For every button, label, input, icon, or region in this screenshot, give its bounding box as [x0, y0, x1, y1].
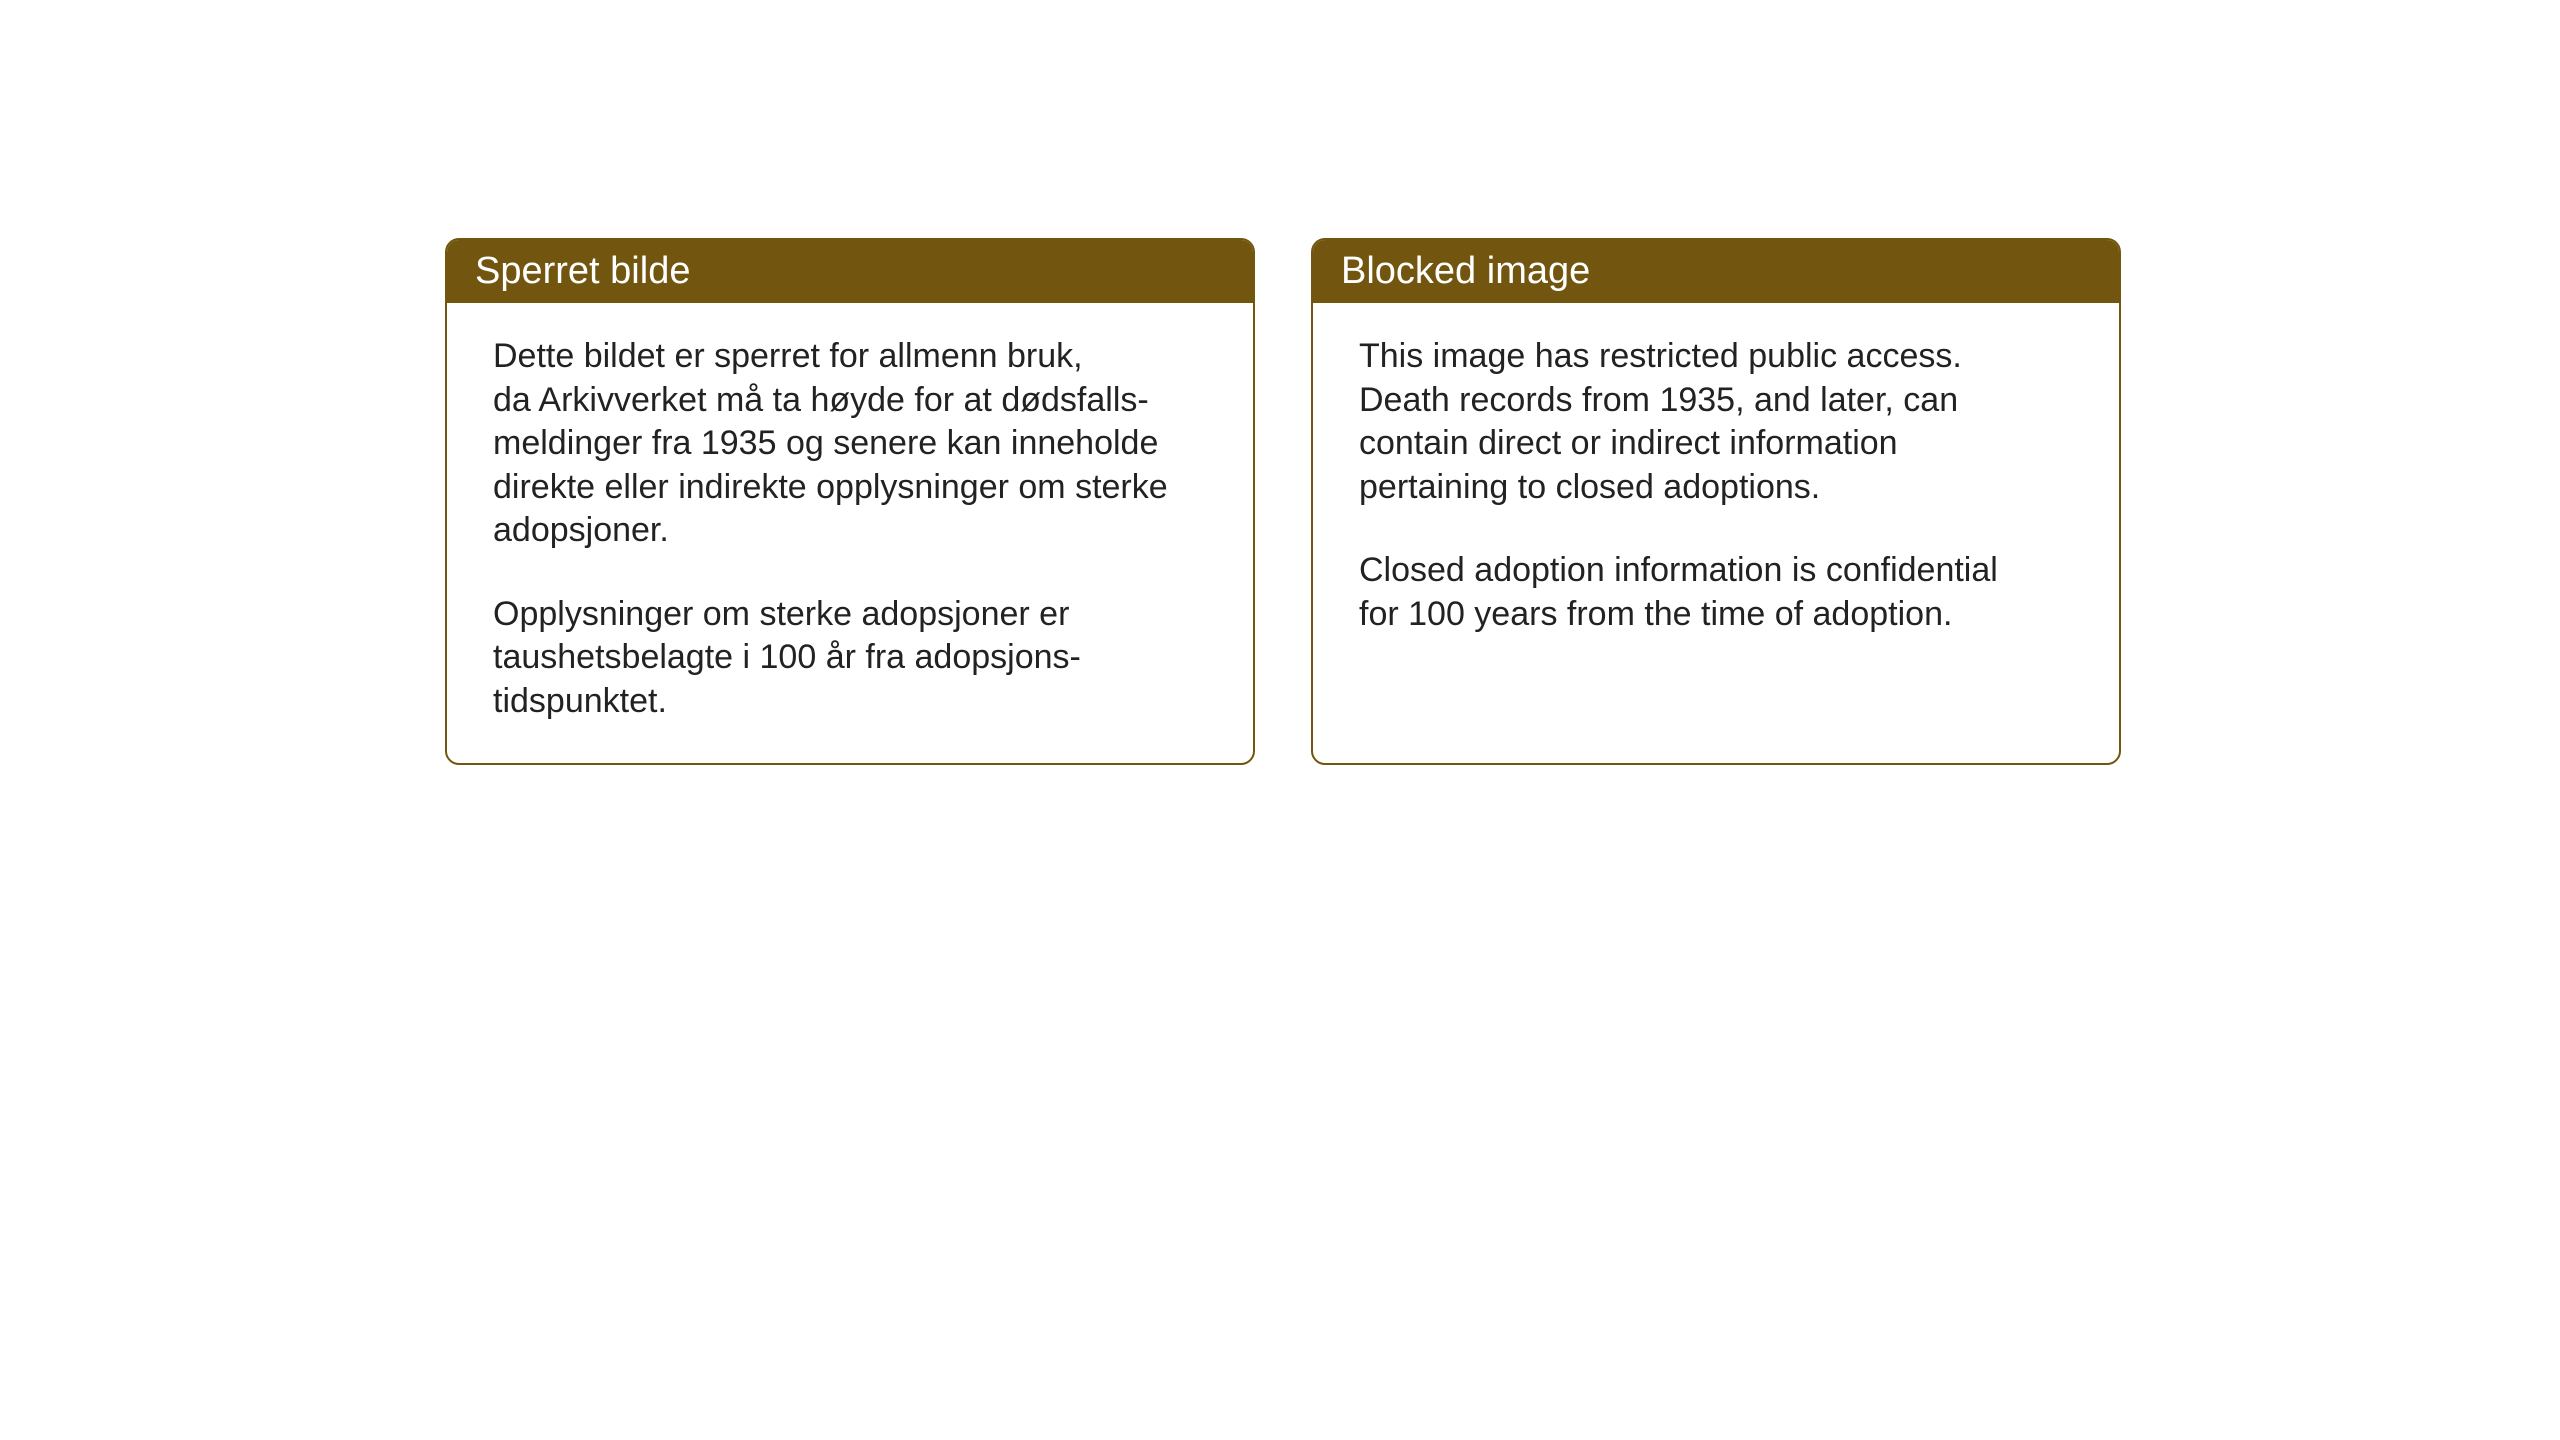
norwegian-paragraph-1: Dette bildet er sperret for allmenn bruk…: [493, 335, 1207, 553]
norwegian-card-title: Sperret bilde: [475, 250, 690, 292]
norwegian-card-body: Dette bildet er sperret for allmenn bruk…: [447, 303, 1253, 763]
english-card-body: This image has restricted public access.…: [1313, 303, 2119, 676]
english-card-title: Blocked image: [1341, 250, 1590, 292]
norwegian-notice-card: Sperret bilde Dette bildet er sperret fo…: [445, 238, 1255, 765]
notice-cards-container: Sperret bilde Dette bildet er sperret fo…: [445, 238, 2121, 765]
norwegian-card-header: Sperret bilde: [447, 240, 1253, 303]
norwegian-paragraph-2: Opplysninger om sterke adopsjoner er tau…: [493, 593, 1207, 724]
english-notice-card: Blocked image This image has restricted …: [1311, 238, 2121, 765]
english-paragraph-1: This image has restricted public access.…: [1359, 335, 2073, 509]
english-paragraph-2: Closed adoption information is confident…: [1359, 549, 2073, 636]
english-card-header: Blocked image: [1313, 240, 2119, 303]
